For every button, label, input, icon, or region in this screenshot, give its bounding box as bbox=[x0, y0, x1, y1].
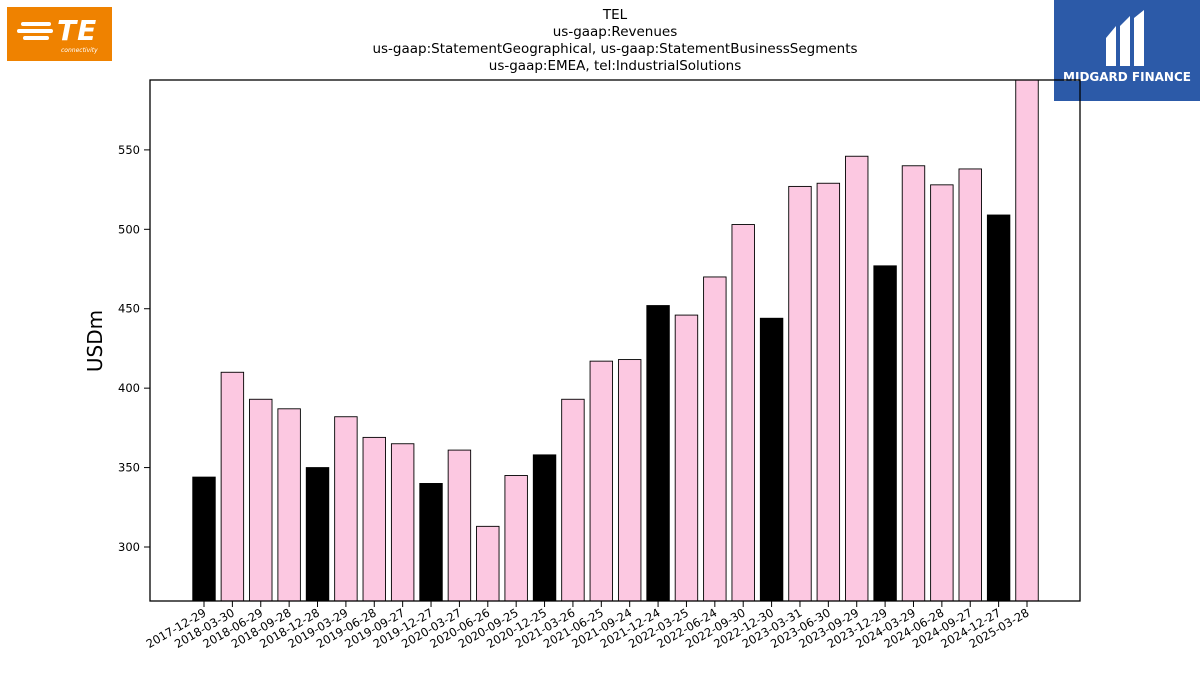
y-tick-label: 350 bbox=[118, 461, 140, 475]
bars-group bbox=[192, 79, 1039, 602]
y-tick-label: 500 bbox=[118, 222, 140, 236]
bar-2020-12-25 bbox=[532, 454, 557, 602]
bar-2018-12-28 bbox=[305, 467, 330, 602]
midgard-mark-icon bbox=[1106, 10, 1144, 66]
y-tick-label: 450 bbox=[118, 302, 140, 316]
bar-2023-06-30 bbox=[816, 182, 841, 602]
x-axis: 2017-12-292018-03-302018-06-292018-09-28… bbox=[144, 601, 1032, 651]
bar-2021-06-25 bbox=[589, 360, 614, 602]
y-tick-label: 400 bbox=[118, 381, 140, 395]
midgard-finance-logo: MIDGARD FINANCE bbox=[1054, 0, 1200, 101]
bar-2019-03-29 bbox=[334, 416, 358, 602]
bar-2019-12-27 bbox=[419, 483, 443, 602]
bar-2019-06-28 bbox=[362, 436, 386, 602]
bar-2019-09-27 bbox=[390, 443, 415, 602]
chart-title: TEL us-gaap:Revenues us-gaap:StatementGe… bbox=[315, 7, 915, 75]
y-axis: 300 350 400 450 500 550 bbox=[118, 143, 150, 554]
bar-2020-03-27 bbox=[447, 449, 472, 602]
chart-title-line-4: us-gaap:EMEA, tel:IndustrialSolutions bbox=[488, 58, 742, 74]
y-axis-label: USDm bbox=[83, 310, 107, 372]
midgard-logo-text: MIDGARD FINANCE bbox=[1063, 70, 1191, 84]
plot-frame bbox=[149, 79, 1081, 602]
bar-2023-03-31 bbox=[788, 185, 812, 602]
chart-title-line-3: us-gaap:StatementGeographical, us-gaap:S… bbox=[372, 41, 858, 57]
bar-2023-09-29 bbox=[845, 155, 869, 602]
bar-2018-06-29 bbox=[249, 398, 273, 602]
bar-2024-12-27 bbox=[986, 214, 1011, 602]
bar-2024-09-27 bbox=[958, 168, 982, 602]
y-tick-label: 300 bbox=[118, 540, 140, 554]
bar-2023-12-29 bbox=[873, 265, 897, 602]
bar-2020-09-25 bbox=[504, 475, 528, 602]
chart-title-line-2: us-gaap:Revenues bbox=[552, 24, 678, 40]
bar-2025-03-28 bbox=[1015, 79, 1039, 602]
bar-2021-09-24 bbox=[617, 359, 642, 602]
bar-2022-03-25 bbox=[674, 314, 699, 602]
bar-2018-03-30 bbox=[220, 371, 245, 602]
te-logo-subtext: connectivity bbox=[61, 47, 98, 54]
y-tick-label: 550 bbox=[118, 143, 140, 157]
te-connectivity-logo: TE connectivity bbox=[7, 7, 112, 61]
bar-2020-06-26 bbox=[476, 525, 500, 602]
bar-2022-12-30 bbox=[759, 317, 784, 602]
bar-2022-06-24 bbox=[703, 276, 727, 602]
bar-2017-12-29 bbox=[192, 476, 216, 602]
bar-2021-03-26 bbox=[561, 398, 585, 602]
bar-2024-03-29 bbox=[901, 165, 926, 602]
bar-2024-06-28 bbox=[930, 184, 954, 602]
bar-2021-12-24 bbox=[646, 305, 670, 602]
chart-title-line-1: TEL bbox=[602, 7, 628, 23]
te-logo-lines-icon bbox=[17, 22, 53, 43]
bar-2022-09-30 bbox=[731, 224, 755, 602]
bar-2018-09-28 bbox=[277, 408, 301, 602]
te-logo-text: TE bbox=[57, 14, 98, 47]
